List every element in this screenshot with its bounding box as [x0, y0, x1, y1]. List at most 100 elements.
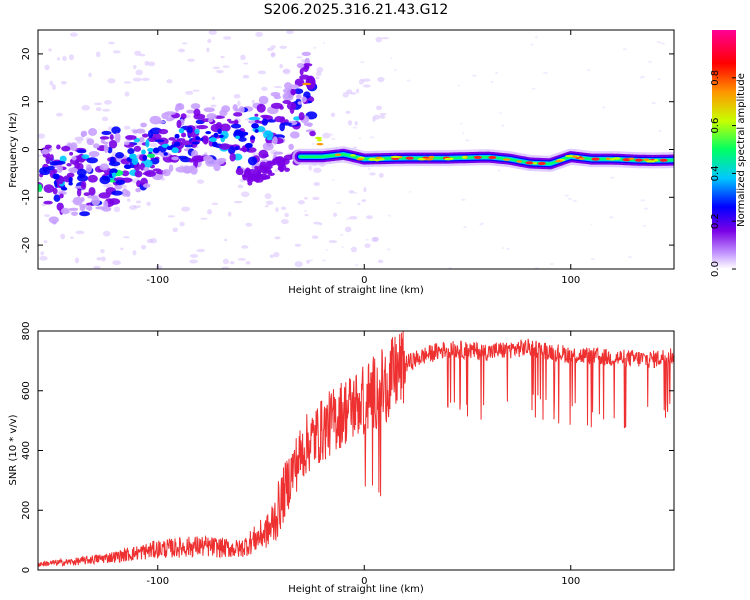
- heatmap-cell: [296, 63, 305, 69]
- snr-series-line: [38, 331, 674, 567]
- heatmap-noise-cell: [313, 167, 322, 174]
- heatmap-cell: [634, 158, 643, 162]
- heatmap-noise-cell: [81, 104, 90, 111]
- heatmap-cell: [108, 198, 121, 205]
- heatmap-noise-cell: [101, 256, 106, 262]
- heatmap-cell: [133, 145, 142, 152]
- heatmap-cell: [334, 153, 342, 156]
- heatmap-noise-cell: [315, 71, 322, 77]
- heatmap-noise-cell: [237, 100, 241, 107]
- heatmap-cell: [254, 165, 259, 170]
- heatmap-cell: [88, 187, 96, 196]
- snr-y-axis-label: SNR (10 * v/v): [8, 414, 19, 485]
- heatmap-noise-cell: [354, 264, 359, 267]
- colorbar-tick-label: 0.6: [710, 118, 721, 134]
- heatmap-cell: [147, 147, 155, 153]
- heatmap-noise-cell: [361, 78, 371, 82]
- heatmap-cell: [114, 185, 123, 190]
- heatmap-cell: [158, 128, 169, 135]
- heatmap-cell: [79, 211, 91, 217]
- heatmap-noise-cell: [132, 77, 142, 82]
- heatmap-cell: [46, 165, 55, 171]
- heatmap-noise-cell: [93, 102, 103, 106]
- heatmap-noise-cell: [353, 192, 358, 195]
- heatmap-noise-cell: [70, 236, 74, 239]
- heatmap-noise-cell: [363, 84, 371, 88]
- heatmap-noise-cell: [364, 243, 371, 248]
- heatmap-cell: [191, 141, 200, 145]
- heatmap-noise-cell: [39, 256, 48, 261]
- heatmap-cell: [166, 117, 174, 122]
- heatmap-cell: [243, 132, 249, 136]
- heatmap-noise-cell: [316, 67, 324, 73]
- heatmap-cell: [56, 164, 63, 174]
- heatmap-cell: [516, 160, 522, 163]
- heatmap-cell: [176, 119, 182, 129]
- heatmap-cell: [502, 158, 511, 161]
- heatmap-noise-cell: [44, 214, 51, 218]
- heatmap-cell: [428, 155, 435, 159]
- heatmap-cell: [298, 112, 305, 121]
- heatmap-cell: [135, 187, 141, 193]
- heatmap-cell: [109, 134, 114, 141]
- heatmap-cell: [279, 168, 284, 173]
- heatmap-cell: [152, 168, 162, 172]
- heatmap-noise-cell: [587, 68, 591, 71]
- heatmap-cell: [79, 203, 88, 208]
- heatmap-noise-cell: [222, 65, 230, 68]
- heatmap-noise-cell: [380, 37, 390, 40]
- heatmap-cell: [219, 109, 228, 117]
- heatmap-noise-cell: [62, 55, 67, 62]
- heatmap-cell: [203, 107, 215, 113]
- heatmap-noise-cell: [357, 202, 361, 206]
- heatmap-noise-cell: [394, 68, 397, 71]
- heatmap-cell: [145, 139, 150, 148]
- heatmap-noise-cell: [366, 215, 373, 220]
- heatmap-cell: [301, 96, 307, 103]
- heatmap-cell: [132, 129, 139, 134]
- heatmap-cell: [138, 137, 145, 143]
- heatmap-cell: [261, 169, 272, 174]
- spectrogram-y-ticks: -20 -10 0 10 20: [21, 48, 674, 253]
- heatmap-cell: [235, 135, 240, 140]
- heatmap-noise-cell: [123, 125, 131, 130]
- heatmap-noise-cell: [223, 36, 232, 40]
- heatmap-noise-cell: [274, 169, 278, 172]
- heatmap-noise-cell: [318, 222, 323, 226]
- heatmap-noise-cell: [640, 199, 646, 202]
- heatmap-noise-cell: [38, 177, 43, 181]
- heatmap-noise-cell: [543, 72, 548, 75]
- heatmap-noise-cell: [196, 179, 205, 184]
- heatmap-cell: [284, 82, 292, 90]
- heatmap-cell: [390, 155, 401, 159]
- heatmap-noise-cell: [378, 172, 384, 178]
- heatmap-noise-cell: [348, 190, 355, 194]
- heatmap-cell: [168, 164, 174, 172]
- heatmap-noise-cell: [330, 112, 336, 118]
- heatmap-cell: [103, 200, 109, 209]
- heatmap-noise-cell: [101, 116, 109, 122]
- heatmap-cell: [91, 197, 101, 206]
- heatmap-cell: [227, 146, 236, 155]
- heatmap-cell: [38, 184, 43, 193]
- heatmap-noise-cell: [372, 116, 376, 122]
- heatmap-noise-cell: [229, 261, 235, 265]
- heatmap-cell: [209, 137, 217, 142]
- heatmap-noise-cell: [233, 93, 241, 99]
- heatmap-noise-cell: [208, 30, 217, 35]
- heatmap-noise-cell: [270, 52, 276, 57]
- heatmap-noise-cell: [572, 199, 577, 202]
- heatmap-cell: [261, 118, 268, 126]
- heatmap-cell: [238, 147, 248, 151]
- heatmap-cell: [78, 173, 85, 179]
- figure-title: S206.2025.316.21.43.G12: [264, 2, 449, 18]
- heatmap-noise-cell: [75, 230, 85, 235]
- heatmap-cell: [219, 143, 231, 150]
- heatmap-cell: [168, 137, 176, 141]
- heatmap-noise-cell: [212, 66, 220, 70]
- heatmap-noise-cell: [460, 122, 463, 125]
- heatmap-noise-cell: [68, 54, 75, 61]
- heatmap-cell: [242, 174, 248, 181]
- heatmap-noise-cell: [313, 46, 317, 49]
